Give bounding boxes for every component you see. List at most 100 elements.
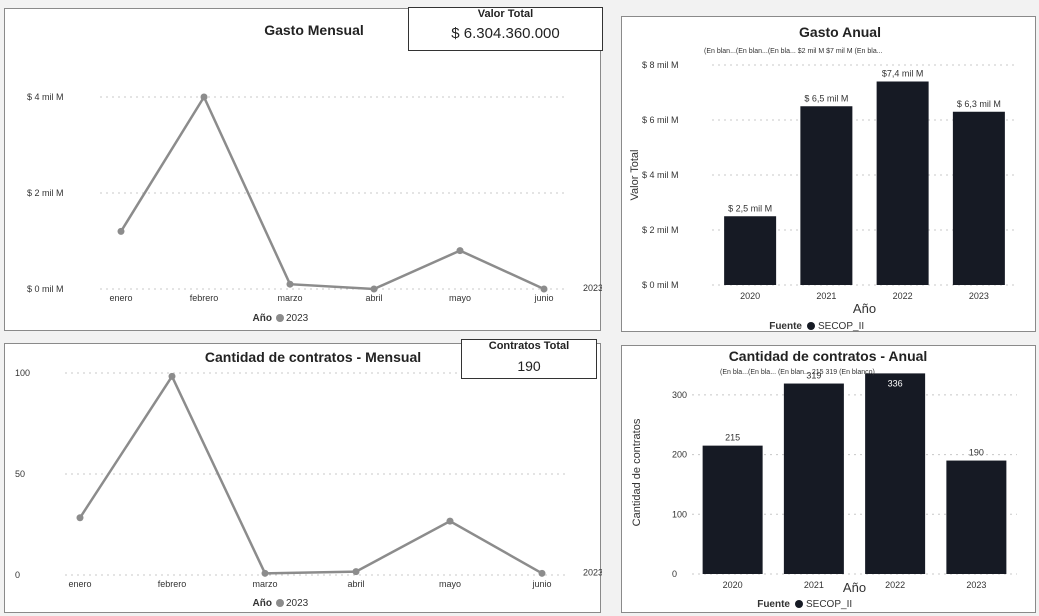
legend-title: Año xyxy=(253,598,272,609)
data-point xyxy=(446,517,454,525)
gasto-anual-chart: $ 0 mil M $ 2 mil M $ 4 mil M $ 6 mil M $ 8 … xyxy=(629,48,1017,332)
x-tick-label: 2021 xyxy=(804,580,824,590)
series-end-label: 2023 xyxy=(583,567,602,577)
x-tick-label: 2022 xyxy=(885,580,905,590)
contratos-total-card[interactable]: Contratos Total 190 xyxy=(461,339,597,379)
x-axis-label: Año xyxy=(843,580,866,595)
y-tick-label: 200 xyxy=(672,450,687,460)
y-tick-label: 100 xyxy=(15,368,30,378)
bar xyxy=(946,460,1007,574)
bar xyxy=(865,373,926,574)
legend-title: Fuente xyxy=(769,321,802,332)
contratos-anual-panel: 0 100 200 300 215 2020 319 2021 336 2022 190 2023 (E… xyxy=(621,345,1036,613)
x-tick-label: abril xyxy=(365,293,382,303)
bar xyxy=(876,81,929,285)
bar xyxy=(702,445,763,574)
gasto-mensual-title: Gasto Mensual xyxy=(264,22,364,38)
x-tick-label: junio xyxy=(533,293,553,303)
legend-item: 2023 xyxy=(286,598,309,609)
y-tick-label: $ 4 mil M xyxy=(27,92,64,102)
y-tick-label: 0 xyxy=(672,569,677,579)
data-label: $ 6,5 mil M xyxy=(804,93,848,103)
series-line xyxy=(119,94,545,291)
x-tick-label: 2021 xyxy=(816,291,836,301)
data-label: 336 xyxy=(888,378,903,388)
data-point xyxy=(117,227,125,235)
contratos-anual-chart: 0 100 200 300 215 2020 319 2021 336 2022 190 2023 (E… xyxy=(631,369,1017,610)
legend-marker xyxy=(276,599,284,607)
series-line xyxy=(78,373,543,575)
y-tick-label: 50 xyxy=(15,469,25,479)
y-tick-label: $ 0 mil M xyxy=(27,284,64,294)
y-tick-label: 0 xyxy=(15,570,20,580)
x-tick-label: 2022 xyxy=(893,291,913,301)
x-tick-label: enero xyxy=(109,293,132,303)
y-axis-label: Valor Total xyxy=(629,150,641,201)
y-tick-label: $ 0 mil M xyxy=(642,280,679,290)
gasto-mensual-panel: $ 0 mil M $ 2 mil M $ 4 mil M enero febrero m… xyxy=(4,8,602,331)
x-tick-label: marzo xyxy=(277,293,302,303)
y-tick-label: $ 8 mil M xyxy=(642,60,679,70)
contratos-anual-title: Cantidad de contratos - Anual xyxy=(728,348,928,364)
bar xyxy=(724,216,777,285)
data-label: $ 6,3 mil M xyxy=(957,99,1001,109)
data-point xyxy=(261,569,269,577)
x-tick-label: abril xyxy=(347,579,364,589)
x-tick-label: marzo xyxy=(252,579,277,589)
legend-item: SECOP_II xyxy=(818,321,864,332)
x-tick-label: mayo xyxy=(439,579,461,589)
data-point xyxy=(352,568,360,576)
data-label: 319 xyxy=(806,371,821,381)
y-axis-label: Cantidad de contratos xyxy=(631,418,643,526)
data-point xyxy=(76,514,84,522)
x-tick-label: 2023 xyxy=(969,291,989,301)
legend-title: Fuente xyxy=(757,599,790,610)
data-label: $7,4 mil M xyxy=(882,69,924,79)
y-tick-label: 300 xyxy=(672,390,687,400)
contratos-mensual-panel: 0 50 100 enero febrero marzo abril mayo junio 202… xyxy=(4,343,602,613)
legend-item: 2023 xyxy=(286,313,309,324)
y-tick-label: $ 2 mil M xyxy=(642,225,679,235)
data-label: $ 2,5 mil M xyxy=(728,203,772,213)
data-point xyxy=(200,93,208,101)
top-labels: (En bla...(En bla... (En blan... 215 319… xyxy=(720,369,875,376)
legend-marker xyxy=(807,322,815,330)
data-point xyxy=(538,569,546,577)
legend-title: Año xyxy=(253,313,272,324)
x-tick-label: enero xyxy=(68,579,91,589)
x-tick-label: 2020 xyxy=(740,291,760,301)
series-end-label: 2023 xyxy=(583,283,602,293)
contratos-total-value: 190 xyxy=(517,358,541,374)
contratos-total-label: Contratos Total xyxy=(488,340,570,352)
legend-marker xyxy=(276,314,284,322)
data-point xyxy=(370,285,378,293)
x-tick-label: 2020 xyxy=(723,580,743,590)
gasto-anual-panel: $ 0 mil M $ 2 mil M $ 4 mil M $ 6 mil M $ 8 … xyxy=(621,16,1036,332)
gasto-mensual-chart: $ 0 mil M $ 2 mil M $ 4 mil M enero febrero m… xyxy=(27,92,602,324)
valor-total-label: Valor Total xyxy=(477,8,534,20)
x-tick-label: 2023 xyxy=(966,580,986,590)
bar xyxy=(783,383,844,574)
gasto-anual-title: Gasto Anual xyxy=(799,24,881,40)
data-point xyxy=(286,280,294,288)
legend-marker xyxy=(795,600,803,608)
top-labels: (En blan...(En blan...(En bla... $2 mil … xyxy=(704,48,883,55)
x-tick-label: junio xyxy=(531,579,551,589)
data-point xyxy=(456,247,464,255)
y-tick-label: 100 xyxy=(672,509,687,519)
y-tick-label: $ 4 mil M xyxy=(642,170,679,180)
bar xyxy=(800,106,853,285)
contratos-mensual-chart: 0 50 100 enero febrero marzo abril mayo junio 202… xyxy=(15,368,602,609)
contratos-mensual-title: Cantidad de contratos - Mensual xyxy=(204,349,422,365)
data-label: 190 xyxy=(969,448,984,458)
data-label: 215 xyxy=(725,433,740,443)
x-axis-label: Año xyxy=(853,301,876,316)
data-point xyxy=(540,285,548,293)
valor-total-card[interactable]: Valor Total $ 6.304.360.000 xyxy=(408,7,603,51)
valor-total-value: $ 6.304.360.000 xyxy=(451,25,560,42)
x-tick-label: mayo xyxy=(449,293,471,303)
legend-item: SECOP_II xyxy=(806,599,852,610)
bar xyxy=(952,111,1005,285)
data-point xyxy=(168,372,176,380)
x-tick-label: febrero xyxy=(190,293,219,303)
